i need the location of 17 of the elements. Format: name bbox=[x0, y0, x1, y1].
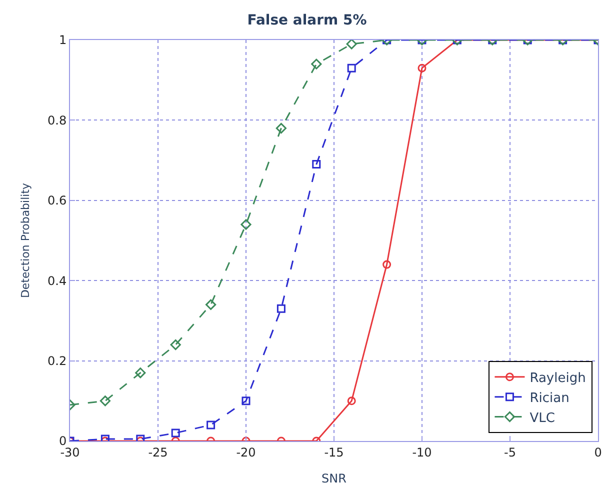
x-tick-label: -5 bbox=[504, 445, 516, 460]
chart-title: False alarm 5% bbox=[247, 12, 367, 29]
y-tick-label: 0.6 bbox=[48, 194, 67, 208]
x-tick-label: -25 bbox=[148, 445, 168, 460]
y-tick-label: 0.4 bbox=[48, 274, 67, 288]
legend-label: Rayleigh bbox=[530, 371, 586, 386]
y-tick-label: 0.2 bbox=[48, 354, 67, 368]
x-tick-label: -20 bbox=[236, 445, 256, 460]
x-axis-title: SNR bbox=[322, 471, 346, 486]
x-tick-label: -10 bbox=[412, 445, 432, 460]
x-tick-label: -15 bbox=[324, 445, 344, 460]
x-tick-label: 0 bbox=[594, 445, 602, 460]
y-tick-label: 1 bbox=[58, 33, 67, 48]
y-axis-title: Detection Probability bbox=[19, 182, 32, 298]
legend-label: VLC bbox=[530, 410, 555, 426]
legend-label: Rician bbox=[530, 390, 570, 406]
y-tick-label: 0.8 bbox=[48, 113, 67, 128]
